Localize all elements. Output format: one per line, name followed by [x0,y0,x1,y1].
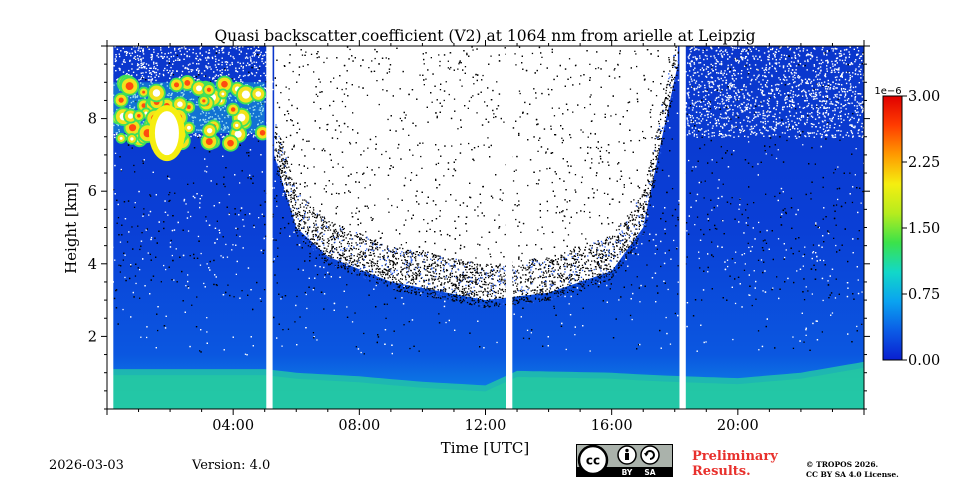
copyright-line-2: CC BY SA 4.0 License. [806,470,899,479]
y-tick-label: 6 [88,184,97,200]
sa-share-alike-icon [640,445,660,465]
cc-icon [577,444,609,476]
cc-by-sa-license-badge: cc BY SA [576,444,673,477]
preliminary-line-2: Results. [692,464,751,479]
colorbar-gradient [882,95,903,361]
colorbar-tick-label: 0.75 [908,287,940,303]
chart-title: Quasi backscatter coefficient (V2) at 10… [214,27,755,45]
clear-air-zone [274,46,678,301]
boundary-layer-core [107,367,864,409]
axes: 04:00 08:00 12:00 16:00 20:00 2 4 6 8 [88,40,870,434]
colorbar-tick-label: 1.50 [908,221,940,237]
y-tick-label: 8 [88,112,97,128]
data-gap-0 [107,46,114,409]
data-gap-3 [679,46,686,409]
colorbar: 0.00 0.75 1.50 2.25 3.00 [882,89,940,369]
x-axis-label: Time [UTC] [441,439,530,457]
data-gap-1 [266,46,273,409]
colorbar-scale-label: 1e−6 [874,86,901,97]
x-tick-label: 04:00 [212,418,254,434]
heatmap-area [107,46,864,409]
x-tick-label: 08:00 [338,418,380,434]
preliminary-results-notice: Preliminary Results. [692,449,778,479]
x-tick-label: 20:00 [717,418,759,434]
colorbar-tick-label: 3.00 [908,89,940,105]
y-tick-label: 4 [88,257,97,273]
y-axis-label: Height [km] [62,182,80,274]
y-tick-label: 2 [88,329,97,345]
preliminary-line-1: Preliminary [692,449,778,464]
x-tick-label: 12:00 [465,418,507,434]
colorbar-tick-label: 0.00 [908,353,940,369]
cirrus-cloud [111,74,271,162]
colorbar-tick-label: 2.25 [908,155,940,171]
copyright-line-1: © TROPOS 2026. [806,460,879,469]
copyright-notice: © TROPOS 2026. CC BY SA 4.0 License. [806,460,899,480]
date-label: 2026-03-03 [49,458,124,473]
boundary-layer [107,361,864,409]
version-label: Version: 4.0 [192,458,271,473]
x-tick-label: 16:00 [591,418,633,434]
data-gap-2 [506,46,513,409]
